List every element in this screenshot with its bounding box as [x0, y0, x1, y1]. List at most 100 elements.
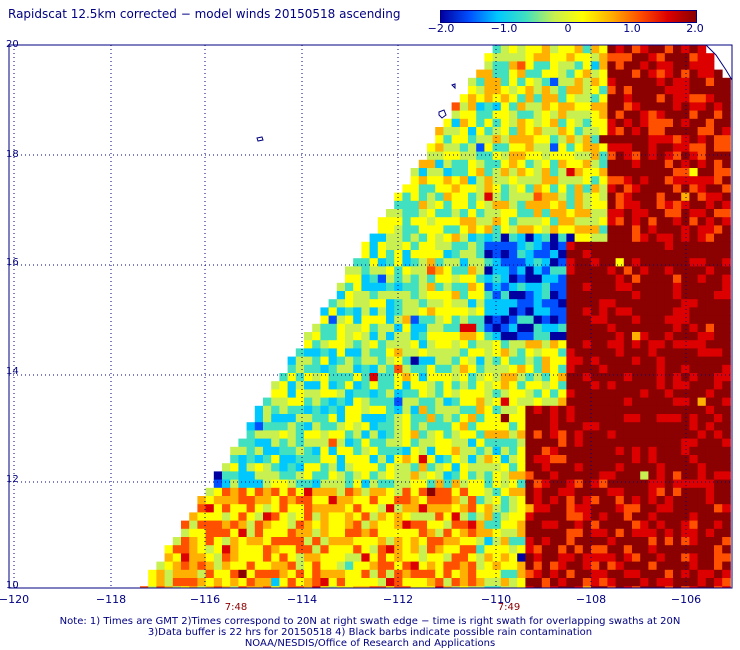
swath-cell — [574, 512, 584, 521]
swath-cell — [336, 504, 346, 513]
swath-cell — [459, 340, 469, 349]
swath-cell — [722, 241, 731, 251]
swath-cell — [468, 586, 477, 588]
swath-cell — [500, 528, 510, 538]
swath-cell — [566, 299, 575, 308]
swath-cell — [271, 422, 280, 431]
swath-cell — [451, 430, 461, 439]
swath-cell — [558, 315, 567, 325]
swath-cell — [681, 430, 690, 439]
swath-cell — [533, 307, 543, 316]
swath-cell — [591, 446, 600, 456]
swath-cell — [271, 381, 280, 390]
swath-cell — [361, 291, 370, 300]
swath-cell — [574, 373, 584, 382]
swath-cell — [722, 282, 731, 292]
swath-cell — [582, 217, 592, 226]
swath-cell — [640, 323, 649, 333]
swath-cell — [361, 274, 370, 284]
swath-cell — [328, 422, 338, 431]
swath-cell — [664, 455, 674, 464]
swath-cell — [377, 348, 387, 357]
swath-cell — [648, 233, 657, 243]
swath-cell — [656, 315, 666, 325]
swath-cell — [517, 200, 526, 210]
swath-cell — [533, 414, 543, 423]
swath-cell — [615, 86, 625, 95]
swath-cell — [681, 512, 690, 521]
swath-cell — [648, 102, 657, 111]
swath-cell — [287, 438, 297, 448]
swath-cell — [623, 217, 633, 226]
swath-cell — [451, 504, 461, 513]
swath-cell — [459, 438, 469, 448]
swath-cell — [410, 414, 420, 423]
swath-cell — [525, 217, 534, 226]
swath-cell — [410, 200, 420, 210]
swath-cell — [386, 561, 395, 571]
swath-cell — [722, 471, 731, 480]
swath-cell — [574, 332, 584, 341]
swath-cell — [607, 586, 616, 588]
swath-cell — [558, 225, 567, 234]
swath-cell — [336, 291, 346, 300]
swath-cell — [623, 282, 633, 292]
swath-cell — [410, 266, 420, 275]
swath-cell — [181, 553, 190, 562]
swath-cell — [320, 586, 329, 588]
swath-cell — [681, 168, 690, 177]
swath-cell — [623, 159, 633, 169]
swath-cell — [476, 176, 485, 185]
swath-cell — [533, 364, 543, 374]
swath-cell — [386, 356, 395, 366]
swath-cell — [664, 315, 674, 325]
swath-cell — [427, 430, 436, 439]
swath-cell — [394, 569, 403, 579]
swath-cell — [476, 266, 485, 275]
swath-cell — [468, 274, 477, 284]
swath-cell — [451, 348, 461, 357]
swath-cell — [238, 446, 247, 456]
swath-cell — [271, 520, 280, 530]
swath-cell — [402, 340, 411, 349]
swath-cell — [566, 455, 575, 464]
swath-cell — [418, 537, 428, 546]
swath-cell — [541, 118, 551, 128]
swath-cell — [336, 397, 346, 407]
swath-cell — [648, 586, 657, 588]
swath-cell — [582, 241, 592, 251]
swath-cell — [500, 233, 510, 243]
swath-cell — [435, 315, 444, 325]
swath-cell — [673, 389, 682, 398]
swath-cell — [459, 528, 469, 538]
swath-cell — [418, 553, 428, 562]
swath-cell — [402, 422, 411, 431]
swath-cell — [656, 159, 666, 169]
swath-cell — [459, 127, 469, 136]
swath-cell — [656, 233, 666, 243]
swath-cell — [468, 299, 477, 308]
swath-cell — [599, 143, 608, 152]
swath-cell — [566, 168, 575, 177]
swath-cell — [509, 348, 518, 357]
swath-cell — [681, 184, 690, 193]
swath-cell — [443, 528, 452, 538]
swath-cell — [591, 397, 600, 407]
swath-cell — [377, 397, 387, 407]
swath-cell — [435, 323, 444, 333]
swath-cell — [689, 356, 698, 366]
swath-cell — [443, 159, 452, 169]
swath-cell — [517, 233, 526, 243]
swath-cell — [664, 233, 674, 243]
swath-cell — [533, 192, 543, 202]
swath-cell — [656, 291, 666, 300]
swath-cell — [541, 266, 551, 275]
swath-cell — [582, 348, 592, 357]
swath-cell — [615, 479, 625, 489]
swath-cell — [435, 405, 444, 415]
swath-cell — [279, 389, 288, 398]
swath-cell — [492, 512, 502, 521]
swath-cell — [681, 520, 690, 530]
swath-cell — [435, 512, 444, 521]
swath-cell — [673, 241, 682, 251]
